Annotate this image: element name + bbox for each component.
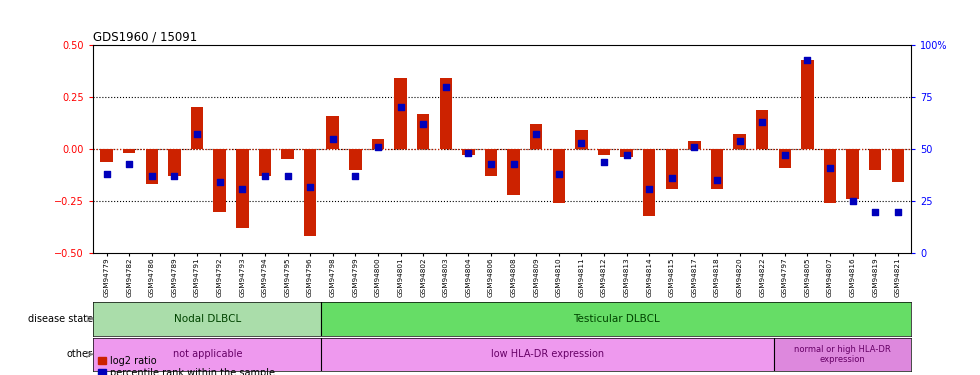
Point: [573, 140, 589, 146]
Point: [483, 160, 499, 166]
Bar: [371, 139, 384, 149]
Point: [551, 171, 566, 177]
Point: [506, 160, 521, 166]
Bar: [778, 149, 791, 168]
Bar: [394, 78, 407, 149]
Point: [663, 175, 679, 181]
Point: [890, 209, 906, 214]
Point: [234, 186, 250, 192]
Bar: [326, 116, 339, 149]
Bar: [530, 124, 542, 149]
Bar: [349, 149, 362, 170]
Point: [845, 198, 860, 204]
Bar: [847, 149, 858, 199]
Point: [822, 165, 838, 171]
Bar: [485, 149, 497, 176]
Bar: [191, 108, 203, 149]
Point: [393, 105, 409, 111]
Bar: [416, 114, 429, 149]
Text: GDS1960 / 15091: GDS1960 / 15091: [93, 31, 197, 44]
Point: [144, 173, 160, 179]
Point: [641, 186, 657, 192]
Bar: [553, 149, 565, 203]
Point: [528, 132, 544, 138]
Point: [687, 144, 703, 150]
Bar: [773, 338, 911, 371]
Point: [800, 57, 815, 63]
Point: [348, 173, 364, 179]
Point: [189, 132, 205, 138]
Point: [461, 150, 476, 156]
Legend: log2 ratio, percentile rank within the sample: log2 ratio, percentile rank within the s…: [98, 356, 274, 375]
Point: [416, 121, 431, 127]
Bar: [463, 149, 474, 155]
Bar: [93, 338, 321, 371]
Text: Testicular DLBCL: Testicular DLBCL: [573, 314, 660, 324]
Text: low HLA-DR expression: low HLA-DR expression: [491, 350, 604, 359]
Point: [302, 183, 318, 189]
Bar: [146, 149, 158, 184]
Bar: [304, 149, 317, 237]
Bar: [123, 149, 135, 153]
Text: normal or high HLA-DR
expression: normal or high HLA-DR expression: [794, 345, 891, 364]
Bar: [508, 149, 519, 195]
Text: other: other: [67, 350, 93, 359]
Bar: [802, 60, 813, 149]
Bar: [169, 149, 180, 176]
Point: [122, 160, 137, 166]
Point: [777, 152, 793, 158]
Point: [732, 138, 748, 144]
Point: [212, 179, 227, 185]
Point: [596, 159, 612, 165]
Text: disease state: disease state: [27, 314, 93, 324]
Text: Nodal DLBCL: Nodal DLBCL: [173, 314, 241, 324]
Bar: [665, 149, 678, 189]
Bar: [281, 149, 294, 159]
Bar: [100, 149, 113, 162]
Bar: [620, 149, 633, 158]
Bar: [321, 338, 773, 371]
Bar: [710, 149, 723, 189]
Bar: [598, 149, 611, 155]
Bar: [869, 149, 881, 170]
Point: [167, 173, 182, 179]
Point: [257, 173, 272, 179]
Bar: [688, 141, 701, 149]
Bar: [733, 135, 746, 149]
Bar: [643, 149, 656, 216]
Point: [618, 152, 634, 158]
Point: [325, 136, 341, 142]
Point: [867, 209, 883, 214]
Text: not applicable: not applicable: [172, 350, 242, 359]
Point: [755, 119, 770, 125]
Bar: [236, 149, 249, 228]
Bar: [214, 149, 226, 211]
Bar: [93, 302, 321, 336]
Point: [438, 84, 454, 90]
Bar: [439, 78, 452, 149]
Point: [279, 173, 295, 179]
Point: [370, 144, 386, 150]
Bar: [259, 149, 271, 176]
Bar: [575, 130, 588, 149]
Bar: [321, 302, 911, 336]
Bar: [824, 149, 836, 203]
Bar: [892, 149, 905, 182]
Point: [710, 177, 725, 183]
Bar: [756, 110, 768, 149]
Point: [99, 171, 115, 177]
